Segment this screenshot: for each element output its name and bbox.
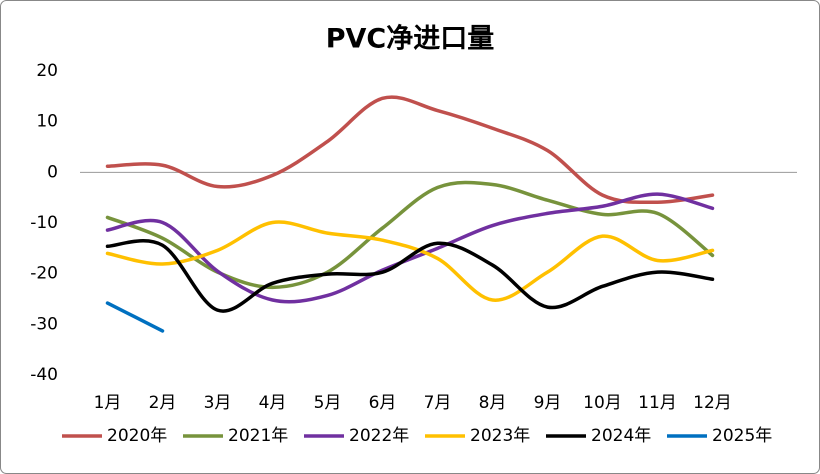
x-tick-label: 10月: [583, 393, 622, 413]
y-tick-label: -20: [30, 264, 58, 284]
x-tick-label: 7月: [424, 393, 452, 413]
series-line: [105, 220, 715, 302]
y-tick-label: 10: [36, 112, 58, 132]
x-tick-label: 2月: [149, 393, 177, 413]
series-line: [105, 239, 715, 313]
x-tick-label: 4月: [259, 393, 287, 413]
y-tick-label: -10: [30, 213, 58, 233]
y-tick-label: 20: [36, 61, 58, 81]
x-tick-label: 8月: [479, 393, 507, 413]
x-tick-label: 3月: [204, 393, 232, 413]
x-tick-label: 12月: [693, 393, 732, 413]
series-line: [105, 301, 165, 333]
y-tick-label: -40: [30, 365, 58, 385]
legend-label: 2022年: [349, 426, 409, 446]
y-tick-label: -30: [30, 314, 58, 334]
x-tick-label: 5月: [314, 393, 342, 413]
legend-label: 2024年: [591, 426, 651, 446]
legend-label: 2025年: [712, 426, 772, 446]
legend-label: 2020年: [107, 426, 167, 446]
x-tick-label: 9月: [534, 393, 562, 413]
x-tick-label: 11月: [638, 393, 677, 413]
x-tick-label: 1月: [94, 393, 122, 413]
x-tick-label: 6月: [369, 393, 397, 413]
legend-label: 2023年: [470, 426, 530, 446]
series-line: [105, 95, 715, 205]
series-line: [105, 180, 715, 290]
chart-title: PVC净进口量: [326, 24, 495, 55]
y-tick-label: 0: [47, 162, 58, 182]
legend-label: 2021年: [228, 426, 288, 446]
